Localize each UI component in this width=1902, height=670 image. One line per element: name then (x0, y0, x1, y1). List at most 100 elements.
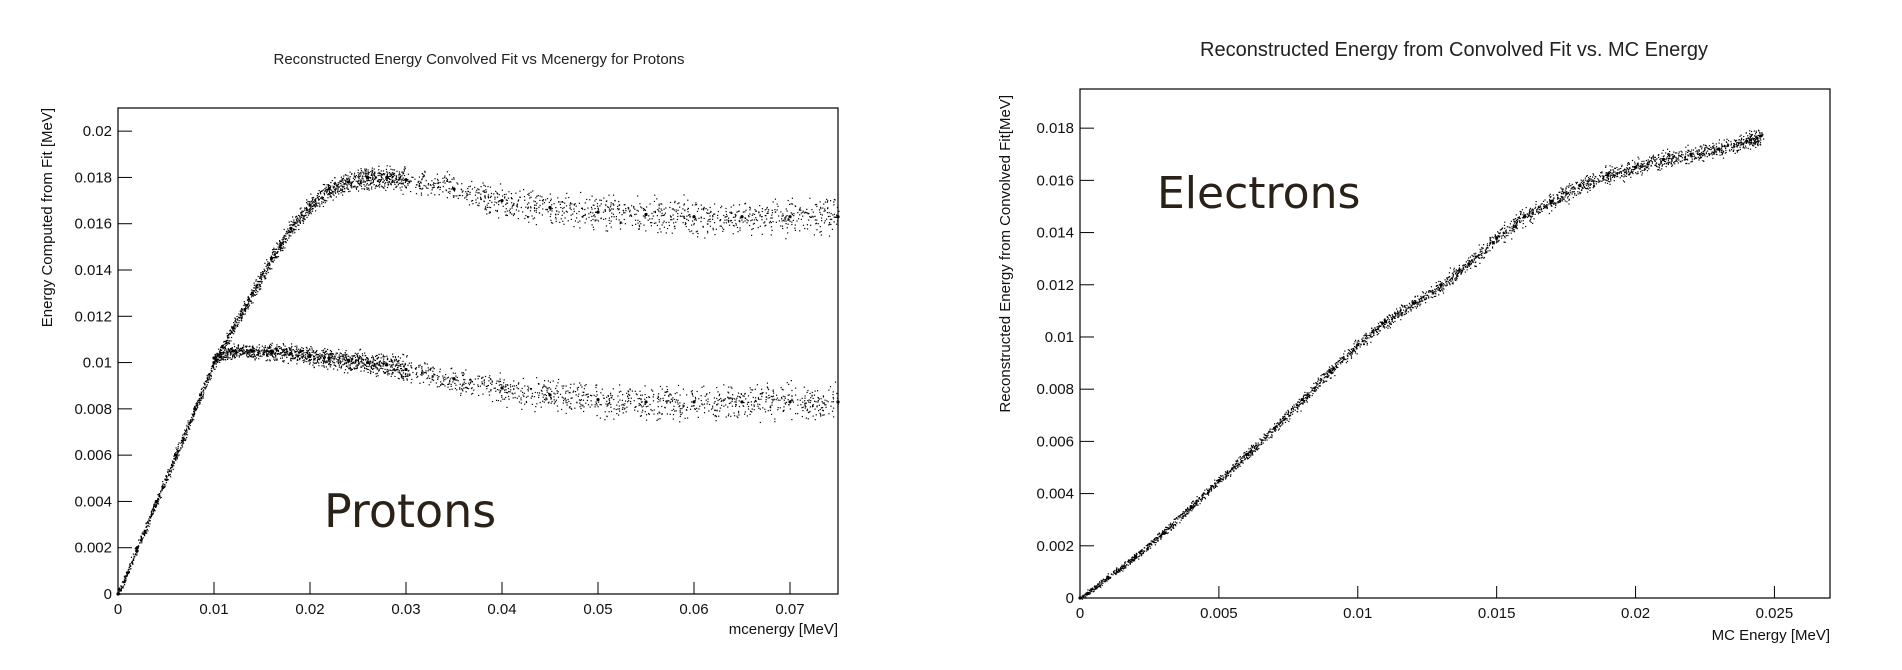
data-point-protons (366, 360, 370, 365)
scatter-dot-protons (199, 402, 201, 404)
scatter-dot-protons (393, 169, 395, 171)
scatter-dot-protons (741, 219, 743, 221)
scatter-dot-protons (358, 183, 360, 185)
scatter-dot-protons (362, 359, 365, 361)
scatter-dot-protons (738, 220, 741, 222)
scatter-dot-protons (362, 176, 364, 178)
scatter-dot-protons (375, 185, 377, 187)
scatter-dot-protons (367, 179, 370, 182)
scatter-dot-protons (389, 178, 391, 180)
scatter-dot-protons (269, 359, 271, 361)
scatter-dot-protons (478, 189, 480, 191)
scatter-dot-protons (345, 359, 347, 361)
scatter-dot-protons (422, 381, 425, 383)
scatter-dot-protons (630, 215, 633, 217)
scatter-dot-protons (639, 390, 641, 392)
scatter-dot-protons (288, 347, 290, 349)
scatter-dot-protons (311, 208, 313, 211)
scatter-dot-protons (226, 349, 228, 351)
scatter-dot-protons (658, 393, 660, 395)
scatter-dot-protons (597, 406, 599, 408)
scatter-dot-protons (256, 354, 258, 356)
scatter-dot-protons (794, 229, 797, 231)
scatter-dot-protons (218, 353, 221, 356)
scatter-dot-protons (376, 368, 378, 370)
scatter-dot-protons (432, 379, 435, 381)
scatter-dot-protons (804, 211, 806, 213)
scatter-dot-protons (707, 209, 709, 211)
scatter-dot-protons (524, 217, 526, 220)
scatter-dot-protons (648, 396, 651, 398)
scatter-dot-protons (307, 212, 309, 214)
scatter-dot-protons (148, 525, 150, 528)
scatter-dot-protons (216, 354, 218, 356)
scatter-dot-protons (594, 219, 596, 221)
scatter-dot-protons (340, 176, 342, 178)
scatter-dot-protons (534, 207, 536, 209)
scatter-dot-protons (407, 180, 409, 182)
scatter-dot-protons (226, 336, 229, 338)
scatter-dot-protons (398, 360, 400, 362)
scatter-dot-protons (726, 219, 728, 221)
scatter-dot-protons (140, 539, 142, 541)
scatter-dot-protons (630, 397, 632, 399)
scatter-dot-protons (311, 202, 313, 205)
scatter-dot-protons (237, 344, 240, 346)
scatter-dot-protons (214, 362, 216, 364)
scatter-dot-protons (184, 434, 186, 436)
scatter-dot-protons (305, 214, 307, 216)
scatter-dot-protons (756, 219, 758, 222)
scatter-dot-protons (317, 205, 319, 207)
scatter-dot-protons (575, 205, 577, 207)
scatter-dot-protons (574, 220, 577, 222)
scatter-dot-protons (276, 257, 278, 259)
scatter-dot-protons (133, 555, 135, 557)
scatter-dot-protons (370, 188, 373, 190)
scatter-dot-protons (249, 293, 252, 295)
scatter-dot-protons (450, 188, 452, 190)
scatter-dot-protons (291, 224, 294, 226)
scatter-dot-protons (403, 379, 405, 381)
scatter-dot-protons (677, 384, 680, 387)
scatter-dot-protons (552, 222, 554, 224)
scatter-dot-protons (266, 264, 268, 266)
scatter-dot-protons (528, 216, 530, 218)
scatter-dot-protons (329, 366, 331, 368)
scatter-dot-protons (422, 371, 424, 373)
scatter-dot-protons (505, 396, 507, 399)
scatter-dot-protons (267, 353, 269, 356)
scatter-dot-protons (641, 207, 643, 209)
scatter-dot-protons (502, 385, 505, 387)
scatter-dot-protons (639, 221, 641, 223)
scatter-dot-protons (499, 380, 502, 383)
scatter-dot-protons (538, 392, 541, 394)
scatter-dot-protons (186, 424, 188, 426)
scatter-dot-protons (281, 242, 283, 244)
scatter-dot-protons (239, 350, 241, 352)
scatter-dot-protons (606, 405, 608, 407)
scatter-dot-protons (257, 352, 259, 354)
scatter-dot-protons (290, 347, 293, 349)
scatter-dot-protons (621, 399, 624, 401)
scatter-dot-protons (254, 290, 256, 292)
scatter-dot-protons (325, 190, 328, 192)
scatter-dot-protons (382, 356, 384, 358)
scatter-dot-protons (543, 401, 545, 403)
scatter-dot-protons (769, 220, 772, 223)
scatter-dot-protons (669, 413, 671, 415)
scatter-dot-protons (673, 398, 676, 401)
scatter-dot-protons (148, 516, 151, 518)
scatter-dot-protons (388, 178, 390, 180)
scatter-dot-protons (293, 358, 295, 360)
scatter-dot-protons (314, 202, 317, 205)
scatter-dot-protons (135, 549, 138, 551)
scatter-dot-protons (692, 405, 694, 407)
scatter-dot-protons (666, 227, 669, 230)
scatter-dot-protons (465, 391, 467, 393)
scatter-dot-protons (134, 553, 137, 555)
scatter-dot-protons (380, 178, 382, 181)
scatter-dot-protons (126, 573, 128, 575)
scatter-dot-protons (405, 180, 407, 183)
scatter-dot-protons (669, 401, 672, 403)
scatter-dot-protons (194, 412, 196, 414)
